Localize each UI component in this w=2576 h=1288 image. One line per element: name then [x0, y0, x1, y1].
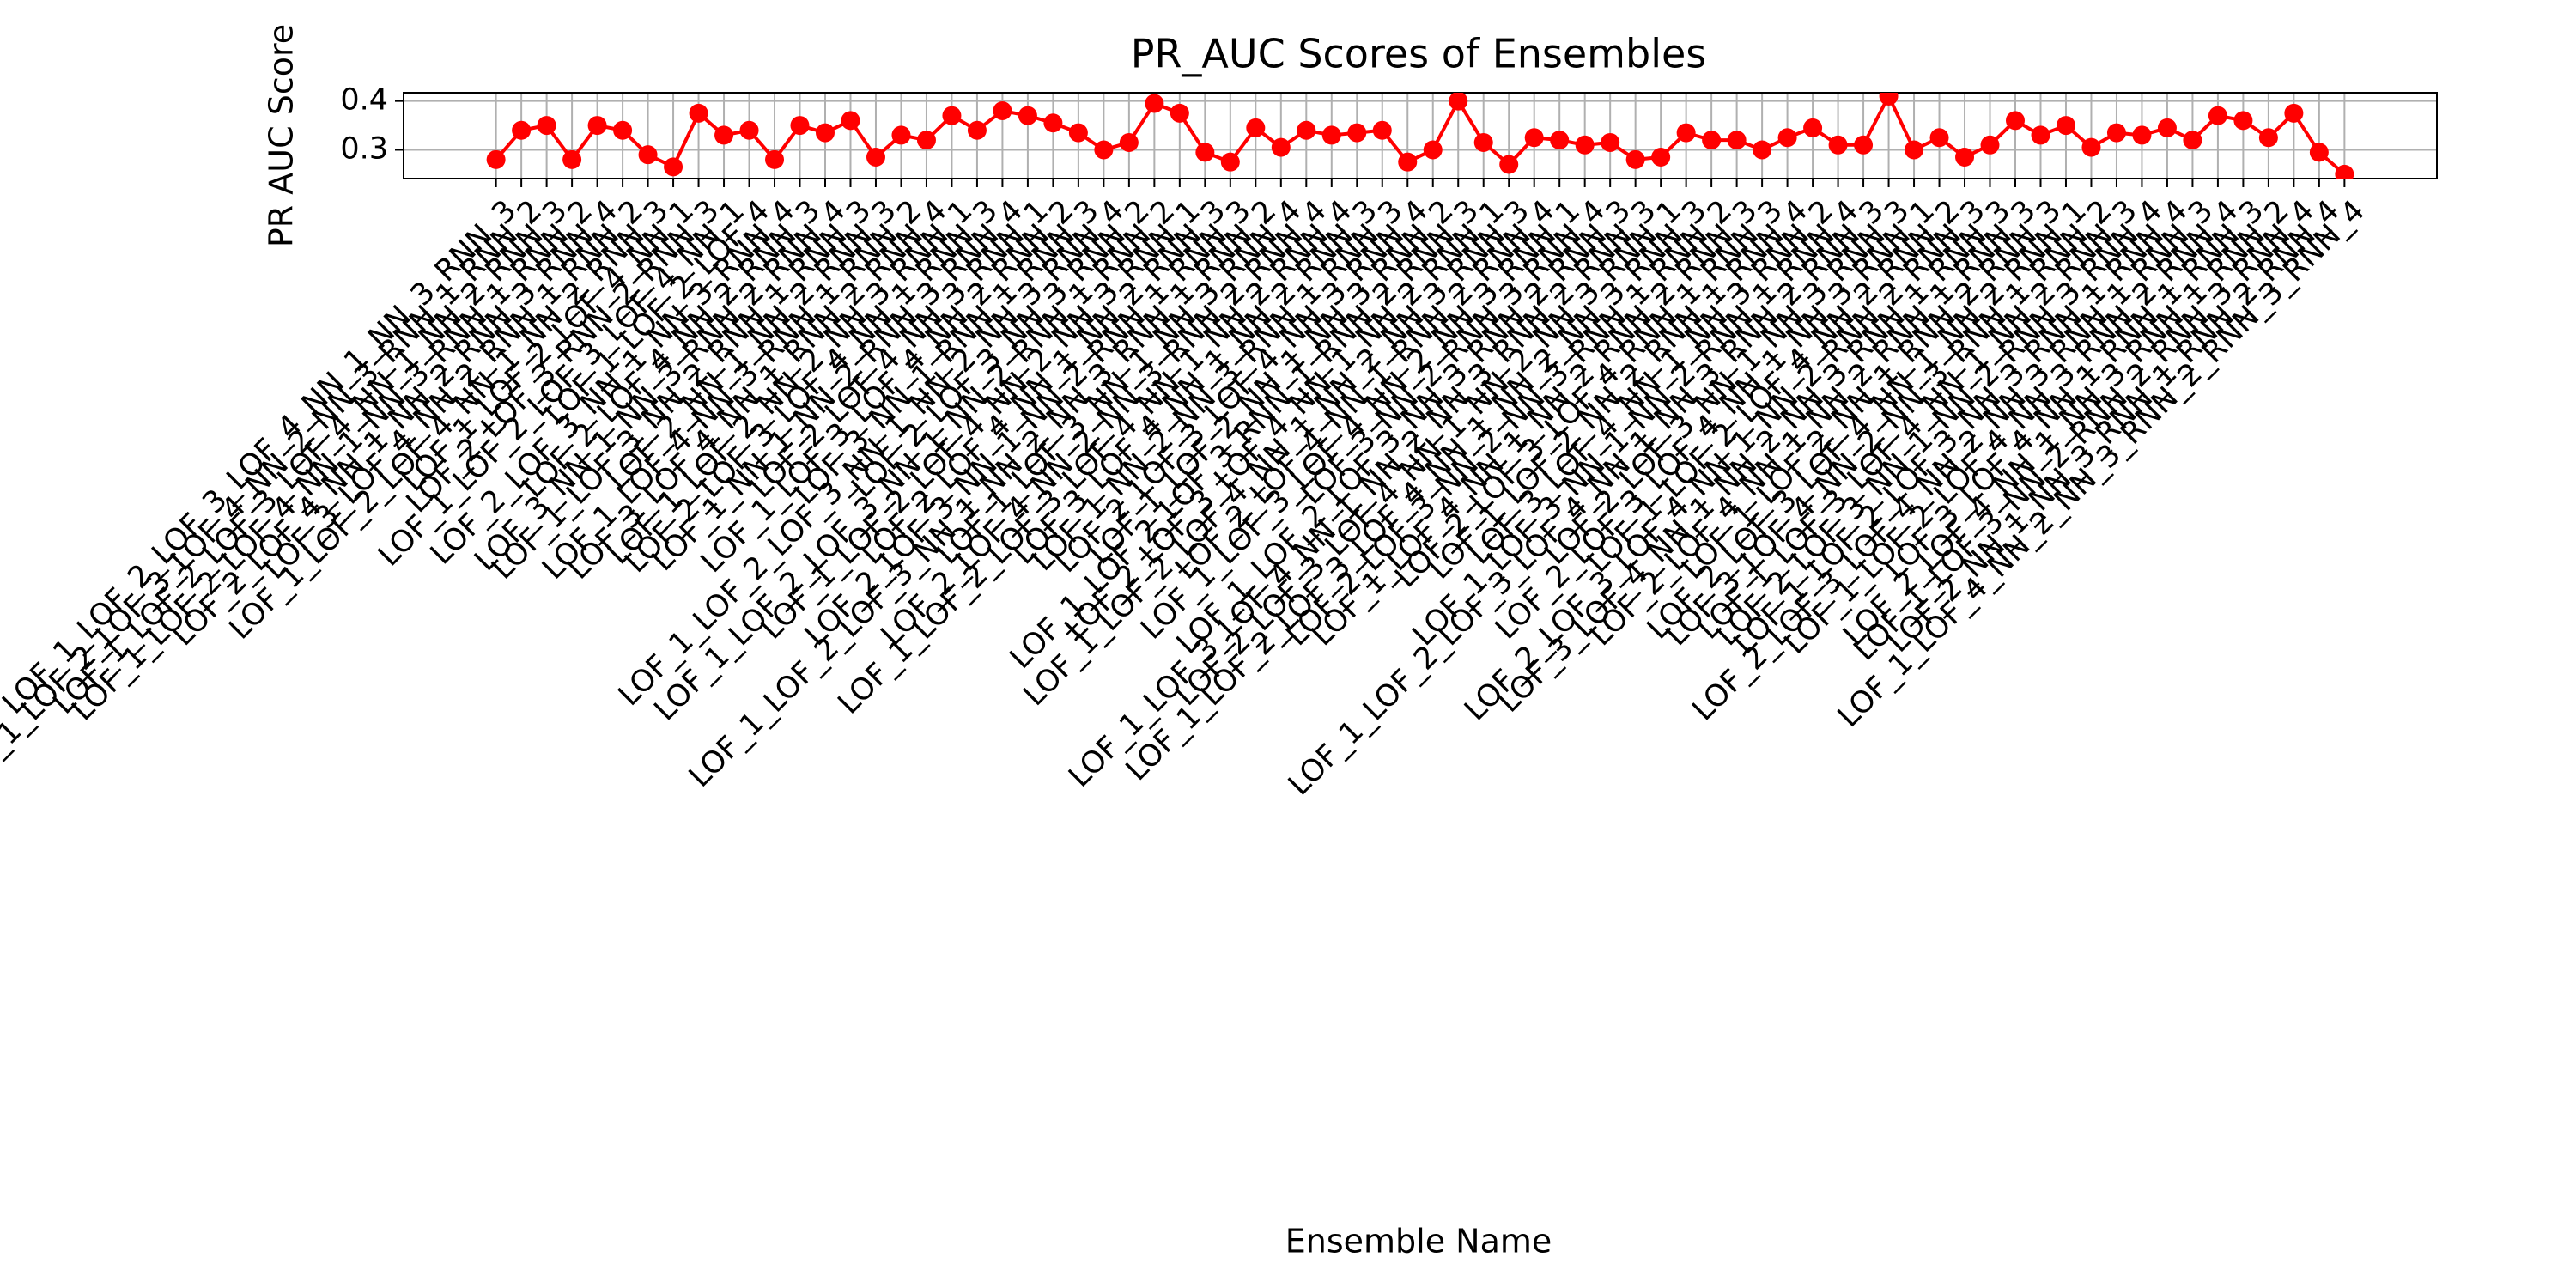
- chart-title: PR_AUC Scores of Ensembles: [1131, 31, 1707, 77]
- data-point: [537, 116, 556, 136]
- data-point: [486, 149, 506, 169]
- data-point: [1246, 118, 1266, 137]
- data-point: [1803, 118, 1823, 137]
- data-point: [967, 120, 987, 140]
- data-point: [1524, 128, 1544, 148]
- data-point: [1879, 93, 1899, 106]
- data-point: [1321, 125, 1341, 145]
- x-axis-label: Ensemble Name: [1285, 1223, 1552, 1261]
- data-point: [512, 120, 532, 140]
- data-point: [1170, 103, 1189, 123]
- data-point: [2157, 118, 2177, 137]
- data-point: [866, 148, 885, 167]
- data-point: [1145, 94, 1164, 113]
- data-point: [587, 116, 607, 136]
- data-point: [1727, 131, 1747, 150]
- y-tick-label: 0.4: [340, 83, 388, 118]
- data-point: [1043, 113, 1063, 133]
- data-point: [2106, 123, 2126, 143]
- data-point: [2208, 106, 2227, 125]
- data-point: [2031, 125, 2050, 145]
- data-point: [2233, 111, 2253, 131]
- data-point: [1018, 106, 1037, 125]
- data-point: [841, 111, 860, 131]
- data-point: [1625, 149, 1645, 169]
- data-point: [1651, 148, 1671, 167]
- data-point: [790, 116, 810, 136]
- data-point: [613, 120, 633, 140]
- data-point: [1955, 148, 1975, 167]
- data-point: [1753, 140, 1772, 160]
- data-point: [942, 106, 962, 125]
- data-point: [1423, 140, 1443, 160]
- data-point: [1094, 140, 1114, 160]
- plot-frame: [403, 92, 2438, 179]
- data-point: [891, 125, 911, 145]
- data-point: [1220, 152, 1240, 172]
- data-point: [664, 157, 683, 177]
- data-point: [562, 149, 582, 169]
- data-point: [739, 120, 759, 140]
- data-point: [2006, 111, 2026, 131]
- data-point: [1601, 132, 1620, 152]
- data-point: [1929, 128, 1949, 148]
- data-point: [638, 145, 658, 165]
- y-tick-label: 0.3: [340, 131, 388, 166]
- y-axis-label: PR AUC Score: [263, 24, 301, 247]
- data-point: [1676, 123, 1696, 143]
- data-point: [2309, 143, 2329, 162]
- data-point: [1398, 152, 1418, 172]
- data-point: [993, 101, 1012, 121]
- data-point: [689, 103, 708, 123]
- data-point: [2081, 137, 2101, 157]
- data-point: [2132, 125, 2152, 145]
- data-point: [2284, 103, 2304, 123]
- data-point: [1828, 135, 1848, 155]
- data-point: [1372, 120, 1392, 140]
- data-point: [1473, 132, 1493, 152]
- data-point: [1449, 93, 1468, 111]
- data-point: [1854, 135, 1874, 155]
- data-point: [2335, 164, 2354, 179]
- data-point: [1777, 128, 1797, 148]
- data-point: [916, 131, 936, 150]
- data-point: [2183, 131, 2202, 150]
- data-point: [1195, 143, 1215, 162]
- data-point: [1347, 123, 1367, 143]
- data-point: [1068, 123, 1088, 143]
- data-point: [1702, 131, 1722, 150]
- data-point: [1575, 135, 1595, 155]
- data-point: [765, 149, 785, 169]
- data-point: [1980, 135, 2000, 155]
- data-point: [815, 123, 835, 143]
- data-point: [714, 125, 734, 145]
- data-point: [2258, 128, 2278, 148]
- data-point: [1550, 131, 1570, 150]
- data-point: [1499, 155, 1519, 174]
- data-point: [1119, 132, 1139, 152]
- data-point: [1297, 120, 1316, 140]
- data-point: [1271, 137, 1291, 157]
- data-point: [1905, 140, 1924, 160]
- data-point: [2056, 116, 2075, 136]
